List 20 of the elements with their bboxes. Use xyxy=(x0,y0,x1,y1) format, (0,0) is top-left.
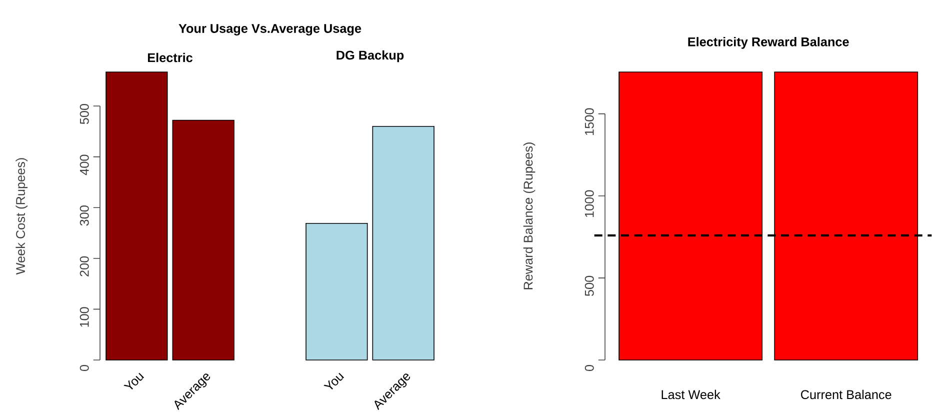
y-axis-title: Week Cost (Rupees) xyxy=(16,158,28,275)
x-tick-label: You xyxy=(124,372,144,390)
chart-title: Electricity Reward Balance xyxy=(688,37,849,49)
x-tick-label: You xyxy=(324,372,344,390)
y-axis-title: Reward Balance (Rupees) xyxy=(523,142,536,290)
y-tick-label: 0 xyxy=(584,364,594,372)
y-tick-label: 200 xyxy=(80,256,89,276)
x-tick-label: Current Balance xyxy=(800,390,892,400)
y-tick-label: 1500 xyxy=(584,108,594,135)
y-tick-label: 500 xyxy=(80,104,89,124)
y-tick-label: 500 xyxy=(584,276,594,296)
y-tick-label: 0 xyxy=(80,364,89,372)
y-tick-label: 300 xyxy=(80,206,89,226)
x-tick-label: Last Week xyxy=(662,390,720,400)
y-tick-label: 400 xyxy=(80,154,89,176)
y-tick-label: 100 xyxy=(80,307,89,327)
y-tick-label: 1000 xyxy=(584,190,594,218)
text: DG Backup xyxy=(336,50,404,62)
text: Electric xyxy=(148,52,193,62)
chart-title: Your Usage Vs.Average Usage xyxy=(178,24,362,36)
